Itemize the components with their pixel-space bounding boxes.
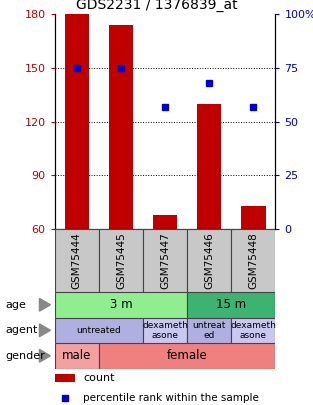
Bar <box>65 14 89 229</box>
Text: 3 m: 3 m <box>110 298 132 311</box>
Text: GSM75448: GSM75448 <box>249 232 258 289</box>
Bar <box>197 104 221 229</box>
Bar <box>99 229 143 292</box>
Bar <box>55 343 99 369</box>
Text: male: male <box>62 349 91 362</box>
Text: untreat
ed: untreat ed <box>192 321 226 340</box>
Text: dexameth
asone: dexameth asone <box>230 321 276 340</box>
Bar <box>231 229 275 292</box>
Text: count: count <box>84 373 115 384</box>
Bar <box>241 206 265 229</box>
Bar <box>153 215 177 229</box>
Bar <box>109 25 133 229</box>
Text: GDS2231 / 1376839_at: GDS2231 / 1376839_at <box>76 0 237 12</box>
Text: female: female <box>167 349 208 362</box>
Text: age: age <box>5 300 26 310</box>
Text: GSM75445: GSM75445 <box>116 232 126 289</box>
Bar <box>99 343 275 369</box>
Bar <box>143 318 187 343</box>
Text: untreated: untreated <box>77 326 121 335</box>
Text: GSM75446: GSM75446 <box>204 232 214 289</box>
Text: 15 m: 15 m <box>216 298 246 311</box>
Polygon shape <box>39 298 50 311</box>
Bar <box>187 229 231 292</box>
Text: percentile rank within the sample: percentile rank within the sample <box>84 393 259 403</box>
Text: GSM75447: GSM75447 <box>160 232 170 289</box>
Polygon shape <box>39 350 50 362</box>
Text: agent: agent <box>5 325 38 335</box>
Text: GSM75444: GSM75444 <box>72 232 82 289</box>
Bar <box>143 229 187 292</box>
Text: dexameth
asone: dexameth asone <box>142 321 188 340</box>
Bar <box>231 318 275 343</box>
Bar <box>55 292 187 318</box>
Bar <box>55 318 143 343</box>
Text: gender: gender <box>5 351 45 361</box>
Bar <box>187 292 275 318</box>
Bar <box>55 229 99 292</box>
Bar <box>187 318 231 343</box>
Bar <box>55 374 74 382</box>
Polygon shape <box>39 324 50 337</box>
